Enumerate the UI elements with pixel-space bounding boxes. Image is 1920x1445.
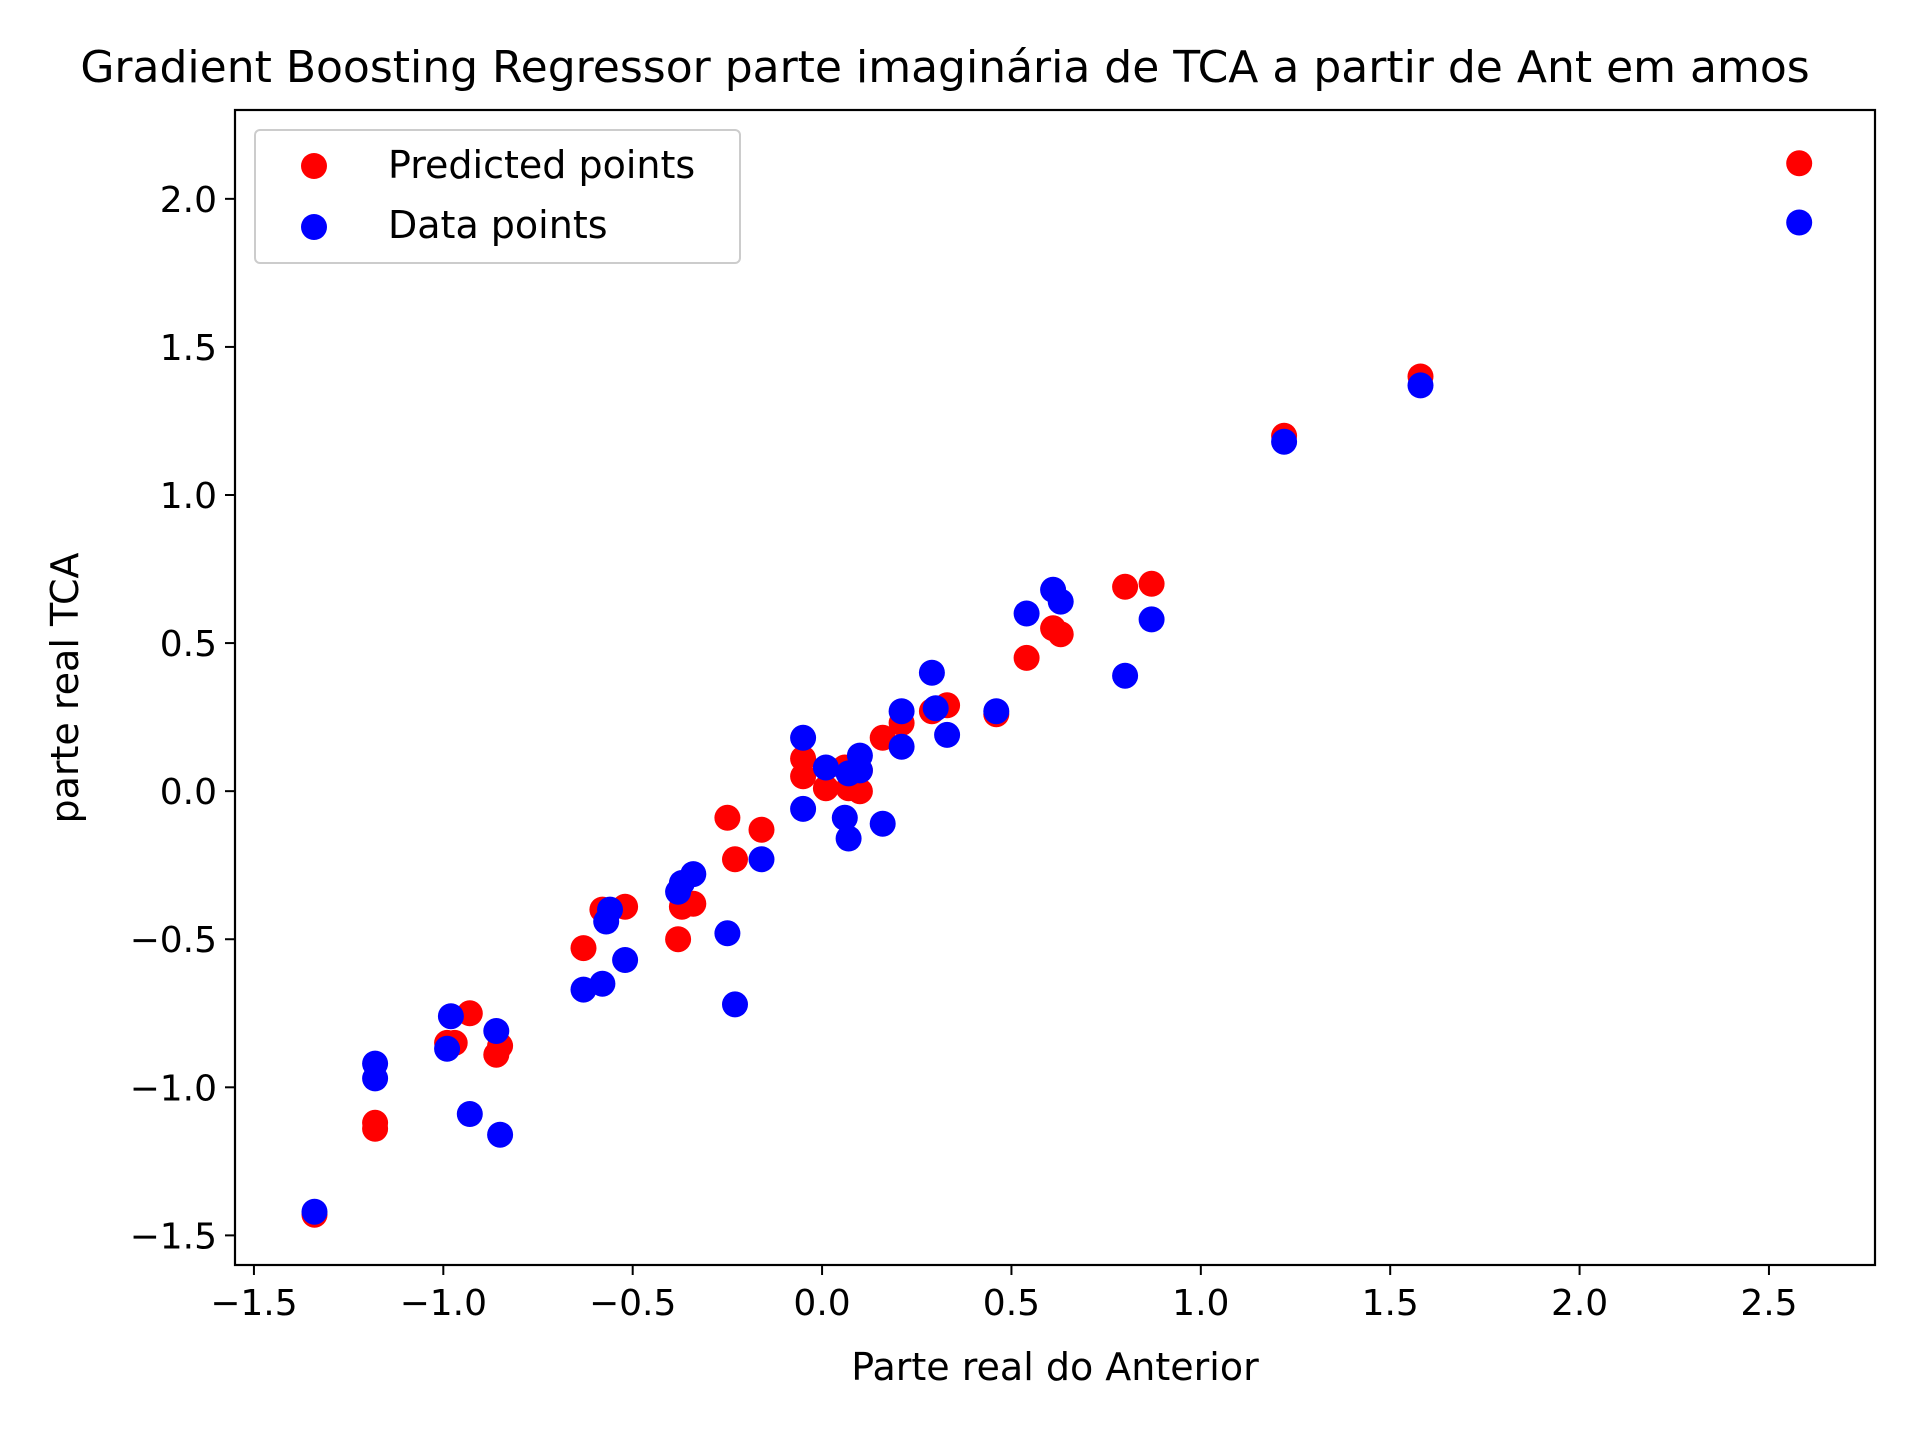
- data-point-7: [487, 1121, 514, 1148]
- data-point-20: [790, 795, 817, 822]
- predicted-point-19: [812, 775, 839, 802]
- data-point-21: [812, 754, 839, 781]
- y-axis-label: parte real TCA: [43, 553, 87, 824]
- data-point-22: [831, 804, 858, 831]
- x-tick-label: 2.5: [1740, 1283, 1797, 1324]
- predicted-point-8: [570, 935, 597, 962]
- legend-marker-predicted: [301, 153, 327, 179]
- data-point-27: [869, 810, 896, 837]
- y-tick-label: 0.5: [160, 624, 217, 665]
- legend-box: [254, 129, 741, 264]
- data-point-4: [437, 1003, 464, 1030]
- series-1: [301, 209, 1813, 1225]
- data-point-18: [748, 846, 775, 873]
- legend-label-predicted: Predicted points: [388, 143, 695, 187]
- points-layer: [301, 150, 1813, 1228]
- data-point-32: [934, 721, 961, 748]
- data-point-39: [1271, 428, 1298, 455]
- data-point-38: [1138, 606, 1165, 633]
- data-point-30: [918, 659, 945, 686]
- y-tick-label: −0.5: [130, 920, 217, 961]
- x-tick-label: −1.5: [210, 1283, 297, 1324]
- data-point-26: [846, 742, 873, 769]
- data-point-6: [483, 1018, 510, 1044]
- data-point-28: [888, 698, 915, 725]
- data-point-11: [597, 896, 623, 923]
- data-point-15: [680, 861, 707, 888]
- y-tick-label: 1.0: [160, 476, 217, 517]
- data-point-40: [1407, 372, 1434, 399]
- y-tick-label: 2.0: [160, 180, 217, 221]
- data-point-34: [1013, 600, 1040, 627]
- data-point-33: [983, 698, 1010, 725]
- legend-label-data: Data points: [388, 203, 608, 247]
- data-point-12: [612, 947, 639, 973]
- predicted-point-36: [1786, 150, 1813, 177]
- predicted-point-32: [1112, 573, 1139, 600]
- data-point-36: [1047, 588, 1074, 615]
- x-axis-ticks: −1.5 −1.0 −0.5 0.0 0.5 1.0 1.5 2.0 2.5: [210, 1265, 1798, 1324]
- data-point-16: [714, 920, 741, 947]
- y-tick-label: −1.5: [130, 1216, 217, 1257]
- predicted-point-33: [1138, 570, 1165, 597]
- predicted-point-14: [714, 804, 741, 831]
- plot-frame: [233, 108, 1877, 1267]
- data-point-29: [888, 733, 915, 760]
- data-point-9: [589, 970, 616, 997]
- x-tick-label: −1.0: [400, 1283, 487, 1324]
- legend: Predicted points Data points: [254, 129, 741, 264]
- x-tick-label: 0.5: [983, 1283, 1040, 1324]
- data-point-5: [456, 1101, 483, 1127]
- x-tick-label: −0.5: [589, 1283, 676, 1324]
- x-tick-label: 1.0: [1172, 1283, 1229, 1324]
- y-axis-ticks: −1.5 −1.0 −0.5 0.0 0.5 1.0 1.5 2.0: [130, 180, 235, 1257]
- predicted-point-11: [665, 926, 692, 953]
- data-point-41: [1786, 209, 1813, 236]
- x-tick-label: 0.0: [793, 1283, 850, 1324]
- x-tick-label: 1.5: [1362, 1283, 1419, 1324]
- data-point-17: [722, 991, 748, 1018]
- y-tick-label: −1.0: [130, 1068, 217, 1109]
- legend-marker-data: [301, 214, 327, 240]
- chart-title: Gradient Boosting Regressor parte imagin…: [80, 42, 1809, 93]
- predicted-point-16: [748, 816, 775, 843]
- data-point-31: [922, 695, 949, 722]
- predicted-point-15: [722, 846, 748, 873]
- x-tick-label: 2.0: [1551, 1283, 1608, 1324]
- data-point-0: [301, 1198, 328, 1225]
- x-axis-label: Parte real do Anterior: [851, 1345, 1259, 1389]
- predicted-point-31: [1047, 621, 1074, 648]
- predicted-point-18: [790, 763, 817, 790]
- data-point-2: [362, 1065, 389, 1092]
- data-point-3: [434, 1035, 461, 1062]
- data-point-19: [790, 724, 817, 751]
- data-point-37: [1112, 662, 1139, 689]
- predicted-point-2: [362, 1115, 389, 1142]
- predicted-point-29: [1013, 644, 1040, 671]
- data-point-23: [835, 825, 862, 852]
- y-tick-label: 1.5: [160, 328, 217, 369]
- y-tick-label: 0.0: [160, 772, 217, 813]
